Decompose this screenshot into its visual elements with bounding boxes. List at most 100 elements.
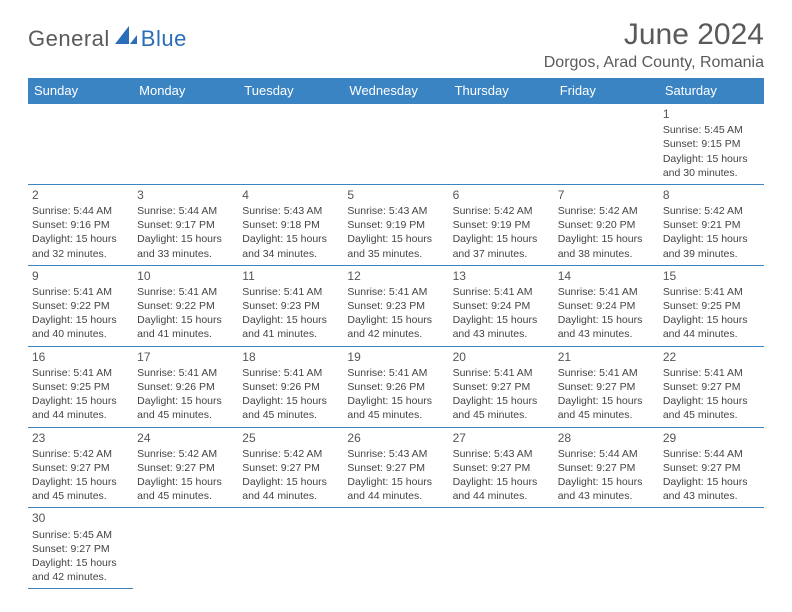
cell-text: and 38 minutes. xyxy=(558,247,655,261)
cell-text: Daylight: 15 hours xyxy=(32,313,129,327)
cell-text: Sunrise: 5:41 AM xyxy=(32,285,129,299)
calendar-cell xyxy=(343,104,448,185)
calendar-cell xyxy=(554,104,659,185)
cell-text: and 43 minutes. xyxy=(558,489,655,503)
calendar-cell xyxy=(238,508,343,589)
cell-text: Sunrise: 5:41 AM xyxy=(242,285,339,299)
cell-text: and 45 minutes. xyxy=(242,408,339,422)
cell-text: Sunset: 9:19 PM xyxy=(453,218,550,232)
calendar-cell: 12Sunrise: 5:41 AMSunset: 9:23 PMDayligh… xyxy=(343,265,448,346)
day-number: 27 xyxy=(453,430,550,446)
cell-text: Sunrise: 5:42 AM xyxy=(558,204,655,218)
calendar-cell: 15Sunrise: 5:41 AMSunset: 9:25 PMDayligh… xyxy=(659,265,764,346)
day-number: 24 xyxy=(137,430,234,446)
calendar-week: 1Sunrise: 5:45 AMSunset: 9:15 PMDaylight… xyxy=(28,104,764,185)
calendar-cell: 25Sunrise: 5:42 AMSunset: 9:27 PMDayligh… xyxy=(238,427,343,508)
day-number: 11 xyxy=(242,268,339,284)
calendar-cell xyxy=(554,508,659,589)
cell-text: Sunset: 9:27 PM xyxy=(347,461,444,475)
calendar-cell xyxy=(28,104,133,185)
cell-text: Sunset: 9:27 PM xyxy=(663,461,760,475)
calendar-cell: 14Sunrise: 5:41 AMSunset: 9:24 PMDayligh… xyxy=(554,265,659,346)
cell-text: Daylight: 15 hours xyxy=(558,232,655,246)
cell-text: Sunrise: 5:41 AM xyxy=(663,285,760,299)
day-number: 5 xyxy=(347,187,444,203)
calendar-body: 1Sunrise: 5:45 AMSunset: 9:15 PMDaylight… xyxy=(28,104,764,589)
calendar-cell: 10Sunrise: 5:41 AMSunset: 9:22 PMDayligh… xyxy=(133,265,238,346)
cell-text: Sunrise: 5:44 AM xyxy=(32,204,129,218)
calendar-cell: 16Sunrise: 5:41 AMSunset: 9:25 PMDayligh… xyxy=(28,346,133,427)
cell-text: and 30 minutes. xyxy=(663,166,760,180)
calendar-week: 2Sunrise: 5:44 AMSunset: 9:16 PMDaylight… xyxy=(28,184,764,265)
cell-text: Sunrise: 5:45 AM xyxy=(32,528,129,542)
calendar-cell: 24Sunrise: 5:42 AMSunset: 9:27 PMDayligh… xyxy=(133,427,238,508)
day-number: 22 xyxy=(663,349,760,365)
cell-text: Daylight: 15 hours xyxy=(32,556,129,570)
cell-text: Daylight: 15 hours xyxy=(242,232,339,246)
cell-text: Sunrise: 5:44 AM xyxy=(558,447,655,461)
cell-text: and 43 minutes. xyxy=(453,327,550,341)
day-number: 17 xyxy=(137,349,234,365)
day-number: 16 xyxy=(32,349,129,365)
cell-text: Sunset: 9:23 PM xyxy=(347,299,444,313)
calendar-week: 23Sunrise: 5:42 AMSunset: 9:27 PMDayligh… xyxy=(28,427,764,508)
day-number: 25 xyxy=(242,430,339,446)
day-header: Thursday xyxy=(449,78,554,104)
calendar-cell: 18Sunrise: 5:41 AMSunset: 9:26 PMDayligh… xyxy=(238,346,343,427)
calendar-cell: 28Sunrise: 5:44 AMSunset: 9:27 PMDayligh… xyxy=(554,427,659,508)
cell-text: Daylight: 15 hours xyxy=(32,394,129,408)
cell-text: Daylight: 15 hours xyxy=(663,152,760,166)
title-block: June 2024 Dorgos, Arad County, Romania xyxy=(544,18,764,72)
calendar-cell: 29Sunrise: 5:44 AMSunset: 9:27 PMDayligh… xyxy=(659,427,764,508)
cell-text: Sunset: 9:16 PM xyxy=(32,218,129,232)
calendar-cell: 1Sunrise: 5:45 AMSunset: 9:15 PMDaylight… xyxy=(659,104,764,185)
cell-text: and 34 minutes. xyxy=(242,247,339,261)
cell-text: Daylight: 15 hours xyxy=(242,475,339,489)
header: General Blue June 2024 Dorgos, Arad Coun… xyxy=(28,18,764,72)
calendar-cell xyxy=(238,104,343,185)
calendar-cell: 27Sunrise: 5:43 AMSunset: 9:27 PMDayligh… xyxy=(449,427,554,508)
cell-text: Sunset: 9:26 PM xyxy=(137,380,234,394)
cell-text: Sunset: 9:19 PM xyxy=(347,218,444,232)
calendar-cell: 2Sunrise: 5:44 AMSunset: 9:16 PMDaylight… xyxy=(28,184,133,265)
cell-text: Sunrise: 5:41 AM xyxy=(558,285,655,299)
cell-text: and 43 minutes. xyxy=(558,327,655,341)
cell-text: Sunrise: 5:41 AM xyxy=(453,285,550,299)
day-number: 26 xyxy=(347,430,444,446)
day-number: 20 xyxy=(453,349,550,365)
calendar-cell: 26Sunrise: 5:43 AMSunset: 9:27 PMDayligh… xyxy=(343,427,448,508)
cell-text: and 45 minutes. xyxy=(663,408,760,422)
day-number: 9 xyxy=(32,268,129,284)
calendar-cell xyxy=(449,508,554,589)
day-header: Monday xyxy=(133,78,238,104)
cell-text: Sunrise: 5:41 AM xyxy=(347,285,444,299)
cell-text: Sunrise: 5:43 AM xyxy=(242,204,339,218)
calendar-table: SundayMondayTuesdayWednesdayThursdayFrid… xyxy=(28,78,764,589)
cell-text: Daylight: 15 hours xyxy=(32,475,129,489)
cell-text: Sunrise: 5:44 AM xyxy=(663,447,760,461)
cell-text: Sunset: 9:15 PM xyxy=(663,137,760,151)
cell-text: Daylight: 15 hours xyxy=(137,475,234,489)
cell-text: Sunrise: 5:41 AM xyxy=(558,366,655,380)
cell-text: Sunset: 9:25 PM xyxy=(663,299,760,313)
cell-text: Daylight: 15 hours xyxy=(347,475,444,489)
calendar-cell: 11Sunrise: 5:41 AMSunset: 9:23 PMDayligh… xyxy=(238,265,343,346)
calendar-cell: 6Sunrise: 5:42 AMSunset: 9:19 PMDaylight… xyxy=(449,184,554,265)
cell-text: Sunset: 9:27 PM xyxy=(453,461,550,475)
cell-text: Sunrise: 5:41 AM xyxy=(137,366,234,380)
cell-text: and 44 minutes. xyxy=(453,489,550,503)
day-number: 23 xyxy=(32,430,129,446)
cell-text: Daylight: 15 hours xyxy=(137,313,234,327)
location-subtitle: Dorgos, Arad County, Romania xyxy=(544,54,764,72)
cell-text: Sunrise: 5:41 AM xyxy=(242,366,339,380)
calendar-cell xyxy=(343,508,448,589)
day-header-row: SundayMondayTuesdayWednesdayThursdayFrid… xyxy=(28,78,764,104)
cell-text: Sunset: 9:21 PM xyxy=(663,218,760,232)
day-header: Friday xyxy=(554,78,659,104)
brand-part2: Blue xyxy=(141,26,187,52)
day-number: 12 xyxy=(347,268,444,284)
cell-text: Sunrise: 5:42 AM xyxy=(663,204,760,218)
day-number: 29 xyxy=(663,430,760,446)
calendar-week: 9Sunrise: 5:41 AMSunset: 9:22 PMDaylight… xyxy=(28,265,764,346)
cell-text: and 35 minutes. xyxy=(347,247,444,261)
